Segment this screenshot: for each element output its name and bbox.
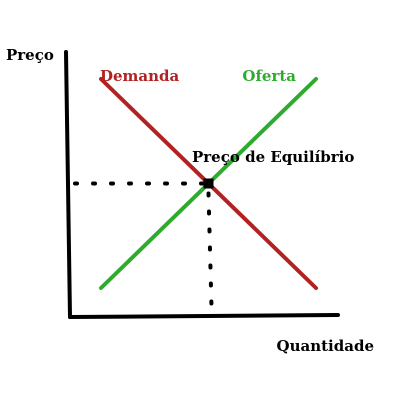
x-axis bbox=[68, 313, 340, 319]
equilibrium-point bbox=[203, 178, 214, 189]
equilibrium-quantity-guide bbox=[206, 191, 214, 309]
x-axis-label: Quantidade bbox=[277, 337, 374, 355]
y-axis-label: Preço bbox=[6, 46, 54, 64]
series-label-demanda: Demanda bbox=[100, 67, 180, 85]
y-axis bbox=[64, 50, 72, 319]
equilibrium-label: Preço de Equilíbrio bbox=[192, 148, 354, 166]
series-labels: Demanda Oferta bbox=[100, 67, 296, 85]
equilibrium-guides bbox=[73, 181, 214, 309]
series-label-oferta: Oferta bbox=[242, 67, 296, 85]
